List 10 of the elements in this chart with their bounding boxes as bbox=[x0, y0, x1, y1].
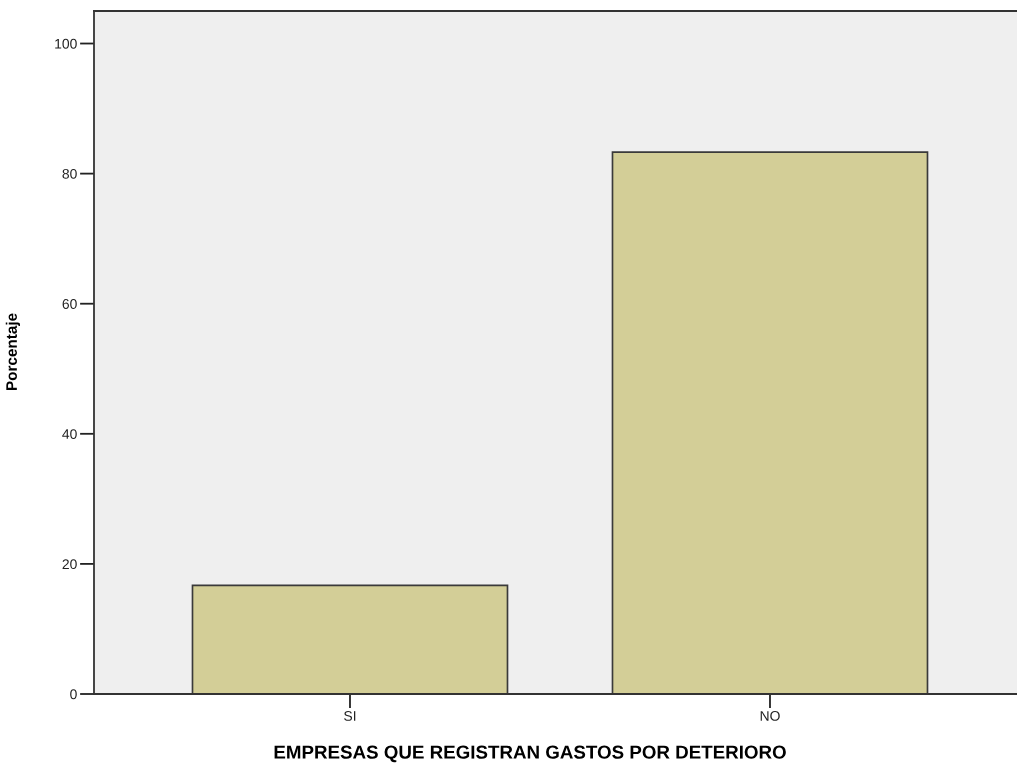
y-tick-label: 20 bbox=[62, 559, 77, 570]
y-tick-label: 60 bbox=[62, 299, 77, 309]
x-axis-title: EMPRESAS QUE REGISTRAN GASTOS POR DETERIORO bbox=[274, 745, 786, 763]
x-tick-label: SI bbox=[344, 711, 356, 721]
x-tick-label: NO bbox=[760, 711, 780, 721]
y-tick-label: 80 bbox=[62, 168, 77, 179]
y-tick-label: 0 bbox=[70, 689, 77, 700]
y-tick-label: 100 bbox=[55, 38, 77, 49]
y-tick-label: 40 bbox=[62, 429, 77, 439]
y-axis-title: Porcentaje bbox=[5, 313, 20, 391]
